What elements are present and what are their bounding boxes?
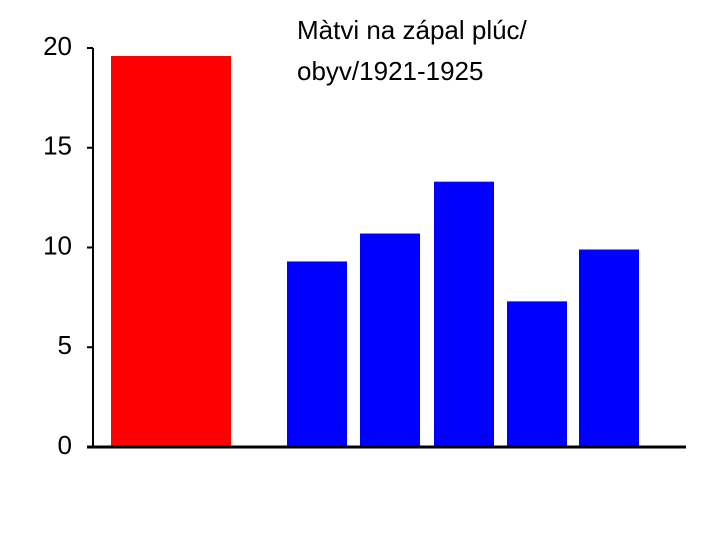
bar (111, 55, 231, 447)
bar (287, 261, 347, 447)
y-tick-label: 10 (43, 230, 72, 260)
bar (434, 181, 494, 448)
y-tick-label: 15 (43, 131, 72, 161)
y-tick-label: 5 (58, 330, 72, 360)
y-tick-label: 0 (58, 430, 72, 460)
y-tick-label: 20 (43, 31, 72, 61)
chart-title-line: obyv/1921-1925 (297, 56, 483, 86)
bar (579, 249, 639, 447)
bar (507, 301, 567, 447)
chart-title-line: Màtvi na zápal plúc/ (297, 15, 528, 45)
bar (360, 233, 420, 447)
